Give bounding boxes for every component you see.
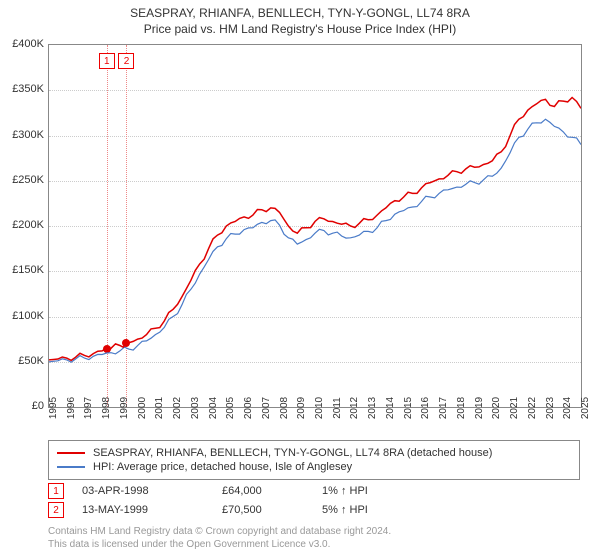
xtick-label: 2020 xyxy=(491,397,502,419)
ytick-label: £100K xyxy=(12,310,44,322)
series-line-blue xyxy=(49,119,581,362)
ytick-label: £0 xyxy=(32,400,44,412)
xtick-label: 2024 xyxy=(562,397,573,419)
xtick-label: 2023 xyxy=(545,397,556,419)
xtick-label: 2006 xyxy=(243,397,254,419)
xtick-label: 2019 xyxy=(474,397,485,419)
xtick-label: 2000 xyxy=(137,397,148,419)
xtick-label: 2014 xyxy=(385,397,396,419)
chart-plot-area: 12 xyxy=(48,44,582,408)
xtick-label: 2003 xyxy=(190,397,201,419)
sale-price: £64,000 xyxy=(222,485,322,497)
xtick-label: 2012 xyxy=(349,397,360,419)
ytick-label: £50K xyxy=(18,355,44,367)
legend: SEASPRAY, RHIANFA, BENLLECH, TYN-Y-GONGL… xyxy=(48,440,580,480)
xtick-label: 1995 xyxy=(48,397,59,419)
xtick-label: 1997 xyxy=(83,397,94,419)
xtick-label: 2017 xyxy=(438,397,449,419)
sale-pct: 1% ↑ HPI xyxy=(322,485,422,497)
xtick-label: 1998 xyxy=(101,397,112,419)
xtick-label: 2011 xyxy=(332,397,343,419)
xtick-label: 2018 xyxy=(456,397,467,419)
sale-marker-icon: 2 xyxy=(48,502,64,518)
sale-row: 1 03-APR-1998£64,0001% ↑ HPI xyxy=(48,483,580,499)
sale-date: 03-APR-1998 xyxy=(82,485,222,497)
xtick-label: 2025 xyxy=(580,397,591,419)
xtick-label: 2008 xyxy=(279,397,290,419)
ytick-label: £300K xyxy=(12,129,44,141)
ytick-label: £250K xyxy=(12,174,44,186)
xtick-label: 1999 xyxy=(119,397,130,419)
xtick-label: 2010 xyxy=(314,397,325,419)
xtick-label: 2007 xyxy=(261,397,272,419)
legend-item: HPI: Average price, detached house, Isle… xyxy=(57,461,571,473)
legend-swatch-blue xyxy=(57,466,85,468)
legend-item: SEASPRAY, RHIANFA, BENLLECH, TYN-Y-GONGL… xyxy=(57,447,571,459)
legend-label: HPI: Average price, detached house, Isle… xyxy=(93,461,352,473)
footer-attribution: Contains HM Land Registry data © Crown c… xyxy=(48,526,391,551)
legend-swatch-red xyxy=(57,452,85,454)
chart-subtitle: Price paid vs. HM Land Registry's House … xyxy=(0,22,600,40)
sale-pct: 5% ↑ HPI xyxy=(322,504,422,516)
xtick-label: 2001 xyxy=(154,397,165,419)
series-line-red xyxy=(49,98,581,361)
xtick-label: 2013 xyxy=(367,397,378,419)
sale-date: 13-MAY-1999 xyxy=(82,504,222,516)
xtick-label: 2002 xyxy=(172,397,183,419)
xtick-label: 2005 xyxy=(225,397,236,419)
footer-line: This data is licensed under the Open Gov… xyxy=(48,539,391,552)
sale-row: 2 13-MAY-1999£70,5005% ↑ HPI xyxy=(48,502,580,518)
legend-label: SEASPRAY, RHIANFA, BENLLECH, TYN-Y-GONGL… xyxy=(93,447,492,459)
xtick-label: 2016 xyxy=(420,397,431,419)
xtick-label: 2021 xyxy=(509,397,520,419)
chart-title: SEASPRAY, RHIANFA, BENLLECH, TYN-Y-GONGL… xyxy=(0,0,600,22)
xtick-label: 2009 xyxy=(296,397,307,419)
sale-price: £70,500 xyxy=(222,504,322,516)
ytick-label: £200K xyxy=(12,219,44,231)
ytick-label: £350K xyxy=(12,83,44,95)
ytick-label: £400K xyxy=(12,38,44,50)
xtick-label: 1996 xyxy=(66,397,77,419)
xtick-label: 2022 xyxy=(527,397,538,419)
ytick-label: £150K xyxy=(12,264,44,276)
xtick-label: 2004 xyxy=(208,397,219,419)
sales-table: 1 03-APR-1998£64,0001% ↑ HPI 2 13-MAY-1999£… xyxy=(48,480,580,521)
sale-marker-icon: 1 xyxy=(48,483,64,499)
footer-line: Contains HM Land Registry data © Crown c… xyxy=(48,526,391,539)
xtick-label: 2015 xyxy=(403,397,414,419)
